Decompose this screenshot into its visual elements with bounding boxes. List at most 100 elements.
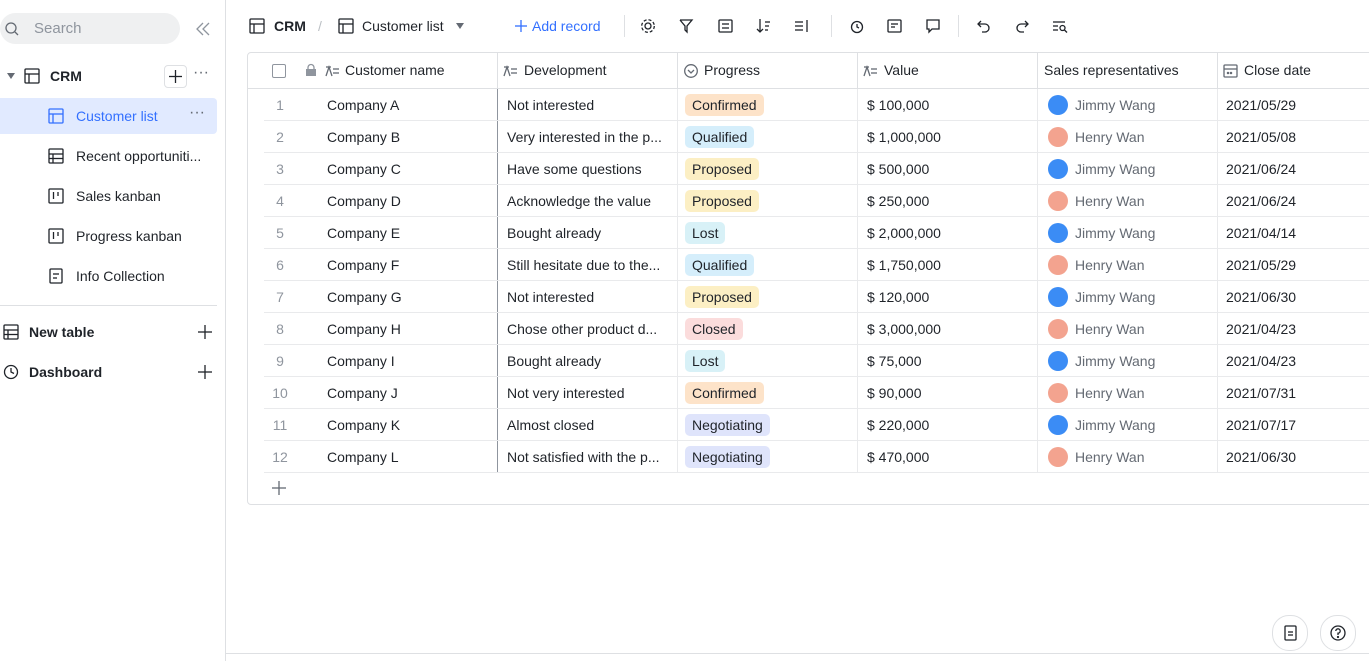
cell-divider (677, 121, 678, 153)
progress-tag: Qualified (685, 254, 755, 276)
collapse-icon[interactable] (196, 22, 210, 36)
development: Not interested (507, 97, 595, 113)
progress-tag: Negotiating (685, 414, 770, 436)
field-icon (503, 64, 517, 77)
record-row[interactable]: 11 Company K Almost closed Negotiating $ 220… (264, 409, 1369, 441)
sales-rep: Henry Wan (1047, 249, 1217, 281)
base-name: CRM (50, 68, 82, 84)
section-name: Dashboard (29, 364, 103, 380)
column-header[interactable]: Progress (678, 53, 858, 88)
tool-button[interactable] (756, 19, 771, 33)
add-button[interactable] (164, 65, 187, 88)
section-item[interactable]: New table (0, 314, 217, 350)
tool-button[interactable] (887, 19, 902, 33)
column-header[interactable]: Close date (1218, 53, 1369, 88)
record-row[interactable]: 12 Company L Not satisfied with the p... Ne… (264, 441, 1369, 473)
cell-divider (857, 153, 858, 185)
progress-tag: Lost (685, 350, 726, 372)
value: $ 250,000 (867, 193, 930, 209)
progress-tag: Confirmed (685, 382, 764, 404)
footer-line (226, 653, 1369, 654)
tool-button[interactable] (850, 19, 864, 34)
tool-button[interactable] (795, 19, 809, 33)
doc-button[interactable] (1272, 615, 1308, 651)
help-button[interactable] (1320, 615, 1356, 651)
record-row[interactable]: 6 Company F Still hesitate due to the... Qu… (264, 249, 1369, 281)
tool-button[interactable] (718, 19, 733, 33)
base-item[interactable]: CRM ··· (0, 58, 217, 94)
tool-button[interactable] (926, 19, 940, 34)
base-icon (24, 68, 40, 84)
customer-name: Company A (327, 97, 400, 113)
progress-tag: Confirmed (685, 94, 764, 116)
value: $ 100,000 (867, 97, 930, 113)
field-icon (325, 64, 339, 77)
cell-divider (677, 89, 678, 121)
view-name: Sales kanban (76, 188, 161, 204)
lock-icon (306, 63, 316, 76)
rows: 1 Company A Not interested Confirmed $ 100,0… (264, 89, 1369, 504)
add-button[interactable] (198, 365, 212, 379)
more-button[interactable]: ··· (193, 64, 209, 81)
view-name: Progress kanban (76, 228, 182, 244)
tool-button[interactable] (1015, 19, 1029, 33)
section-icon (3, 324, 19, 340)
cell-divider (677, 377, 678, 409)
development: Bought already (507, 353, 602, 369)
view-name: Info Collection (76, 268, 165, 284)
tool-button[interactable] (641, 19, 655, 33)
view-icon (48, 188, 64, 204)
view-item[interactable]: Sales kanban (0, 178, 217, 214)
search-box[interactable]: Search (0, 13, 180, 44)
close-date: 2021/05/29 (1226, 97, 1297, 113)
cell-divider (857, 249, 858, 281)
view-name: Customer list (76, 108, 158, 124)
view-name: Recent opportuniti... (76, 148, 202, 164)
record-row[interactable]: 5 Company E Bought already Lost $ 2,000,000 J… (264, 217, 1369, 249)
tool-button[interactable] (977, 19, 991, 33)
record-row[interactable]: 7 Company G Not interested Proposed $ 120,00… (264, 281, 1369, 313)
add-button[interactable] (198, 325, 212, 339)
breadcrumb-base[interactable]: CRM (274, 18, 306, 34)
view-item[interactable]: Customer list ··· (0, 98, 217, 134)
grid: Customer name Development Progress Value Sal… (247, 52, 1369, 505)
column-header[interactable]: Value (858, 53, 1038, 88)
record-row[interactable]: 8 Company H Chose other product d... Closed… (264, 313, 1369, 345)
record-row[interactable]: 10 Company J Not very interested Confirmed $… (264, 377, 1369, 409)
avatar (1048, 95, 1068, 115)
close-date: 2021/07/17 (1226, 417, 1297, 433)
view-item[interactable]: Progress kanban (0, 218, 217, 254)
breadcrumb-view[interactable]: Customer list (362, 18, 444, 34)
section-item[interactable]: Dashboard (0, 354, 217, 390)
cell-divider (857, 345, 858, 377)
record-row[interactable]: 4 Company D Acknowledge the value Proposed $… (264, 185, 1369, 217)
record-row[interactable]: 2 Company B Very interested in the p... Qua… (264, 121, 1369, 153)
avatar (1048, 223, 1068, 243)
cell-divider (857, 281, 858, 313)
caret[interactable] (456, 23, 464, 29)
record-row[interactable]: 1 Company A Not interested Confirmed $ 100,0… (264, 89, 1369, 121)
more-button[interactable]: ··· (189, 104, 205, 121)
cell-divider (857, 121, 858, 153)
record-row[interactable]: 9 Company I Bought already Lost $ 75,000 Jimm… (264, 345, 1369, 377)
sales-rep: Henry Wan (1047, 313, 1217, 345)
select-all-checkbox[interactable] (272, 64, 286, 78)
development: Chose other product d... (507, 321, 658, 337)
rep-name: Henry Wan (1075, 321, 1145, 337)
column-header[interactable]: Sales representatives (1038, 53, 1218, 88)
progress-tag: Proposed (685, 286, 759, 308)
row-number: 3 (276, 161, 284, 177)
tool-button[interactable] (1053, 19, 1068, 33)
column-header[interactable]: Customer name (319, 53, 498, 88)
view-item[interactable]: Recent opportuniti... (0, 138, 217, 174)
development: Still hesitate due to the... (507, 257, 661, 273)
cell-divider (1037, 185, 1038, 217)
avatar (1048, 191, 1068, 211)
rep-name: Henry Wan (1075, 193, 1145, 209)
record-row[interactable]: 3 Company C Have some questions Proposed $ 5… (264, 153, 1369, 185)
tool-button[interactable] (679, 19, 694, 34)
view-item[interactable]: Info Collection (0, 258, 217, 294)
progress-cell: Negotiating (685, 409, 855, 441)
column-header[interactable]: Development (498, 53, 678, 88)
add-record-button[interactable]: Add record (532, 18, 601, 34)
